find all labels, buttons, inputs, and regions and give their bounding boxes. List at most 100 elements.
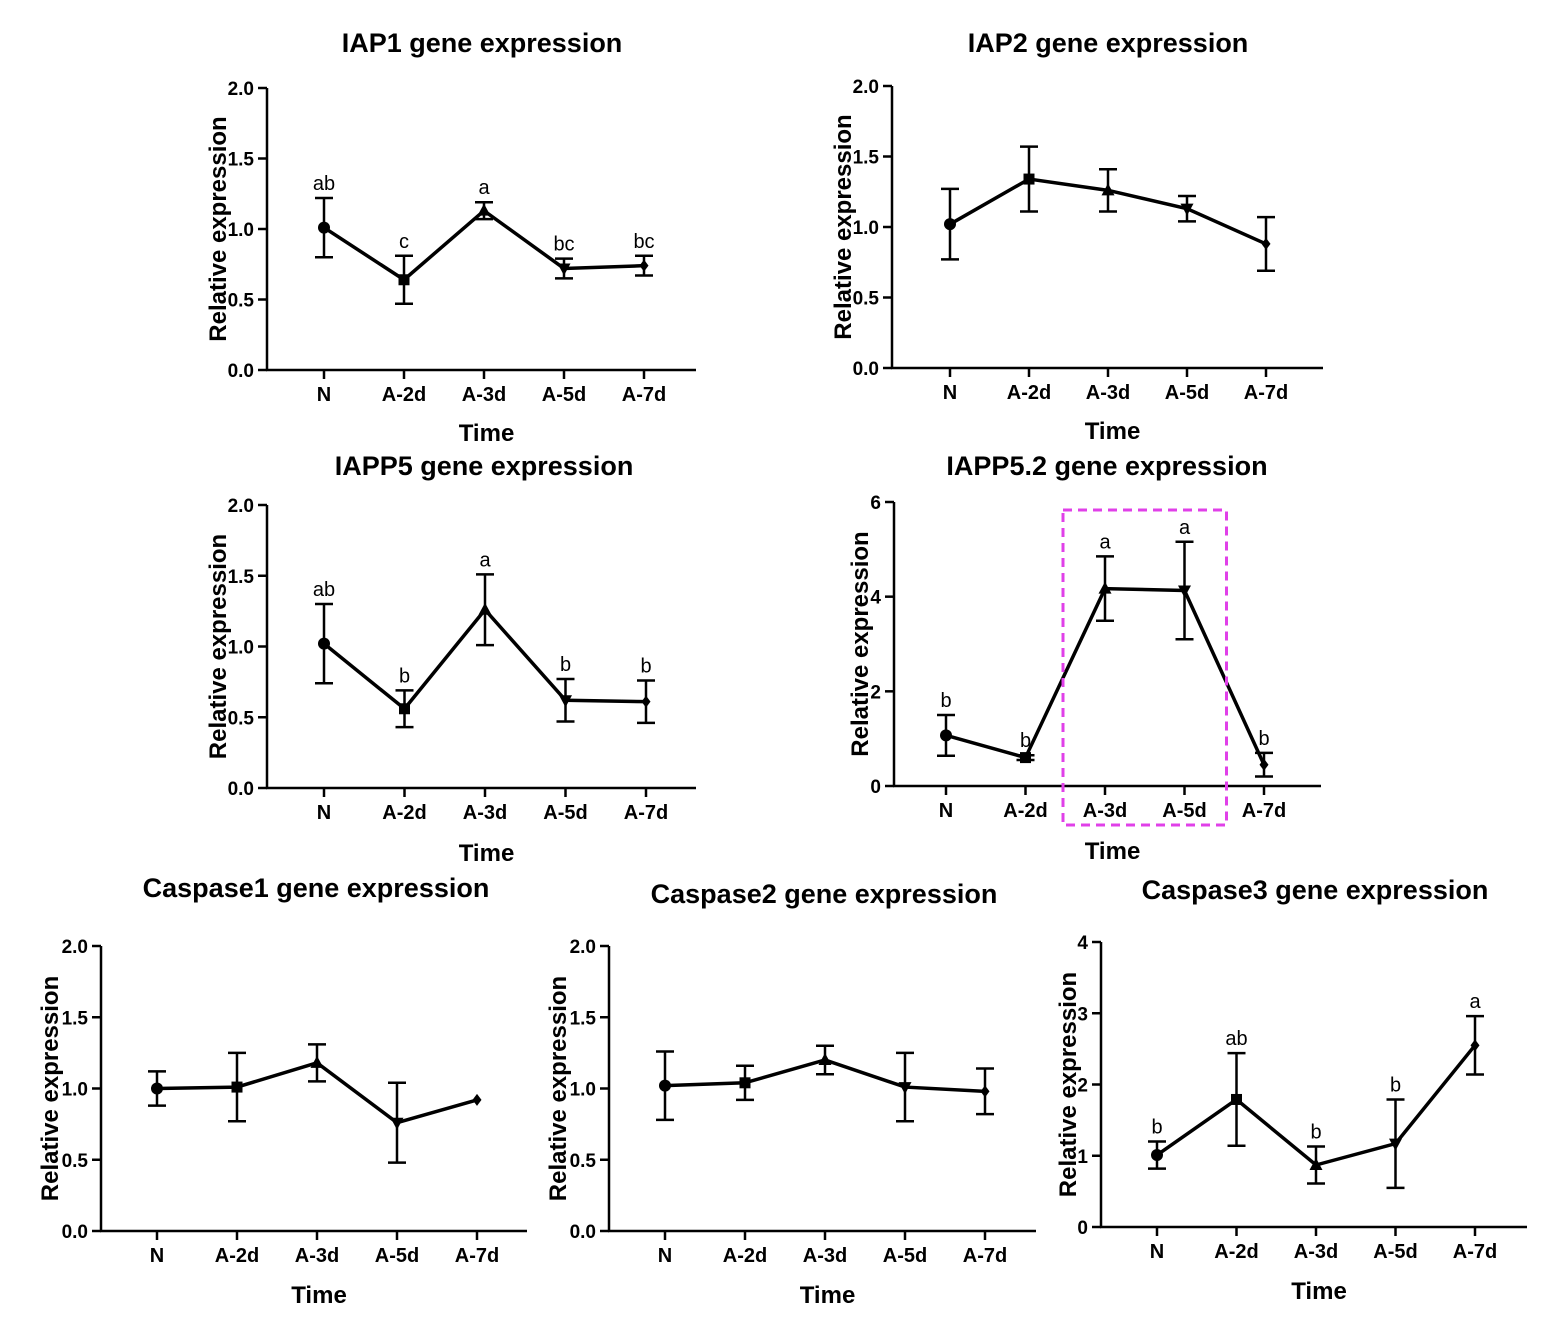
data-point bbox=[398, 274, 410, 286]
x-tick-label: A-2d bbox=[1003, 800, 1047, 822]
data-point bbox=[1101, 183, 1115, 196]
significance-label: a bbox=[1099, 531, 1111, 553]
significance-label: b bbox=[640, 655, 651, 677]
data-point bbox=[980, 1085, 990, 1098]
x-tick-label: A-7d bbox=[455, 1245, 499, 1267]
chart-7: Caspase3 gene expression Relative express… bbox=[1055, 875, 1527, 1305]
data-point bbox=[318, 221, 330, 234]
y-axis-label: Relative expression bbox=[545, 976, 572, 1201]
x-tick-label: A-3d bbox=[463, 802, 507, 824]
data-point bbox=[1180, 203, 1194, 216]
highlight-box bbox=[1061, 508, 1228, 827]
x-tick-label: A-5d bbox=[375, 1245, 419, 1267]
x-axis-label: Time bbox=[459, 840, 515, 867]
y-axis-label: Relative expression bbox=[205, 534, 232, 759]
y-tick-label: 0.5 bbox=[228, 708, 255, 729]
y-tick-label: 1 bbox=[1077, 1147, 1088, 1168]
x-tick-label: A-5d bbox=[543, 802, 587, 824]
significance-label: ab bbox=[313, 173, 335, 195]
x-tick-label: N bbox=[317, 802, 331, 824]
x-tick-label: A-5d bbox=[1162, 800, 1206, 822]
data-point bbox=[898, 1082, 912, 1095]
data-point bbox=[151, 1082, 163, 1095]
y-tick-label: 1.0 bbox=[62, 1080, 88, 1101]
y-tick-label: 0.5 bbox=[62, 1151, 89, 1172]
x-axis-label: Time bbox=[800, 1282, 856, 1309]
x-tick-label: N bbox=[943, 382, 957, 404]
y-tick-label: 1.5 bbox=[228, 150, 255, 171]
y-tick-label: 1.0 bbox=[228, 220, 254, 241]
x-tick-label: N bbox=[939, 800, 953, 822]
data-point bbox=[231, 1081, 243, 1093]
y-axis-label: Relative expression bbox=[1055, 972, 1082, 1197]
data-point bbox=[1470, 1039, 1480, 1052]
data-point bbox=[639, 259, 649, 272]
significance-label: b bbox=[940, 690, 951, 712]
significance-label: b bbox=[1310, 1121, 1321, 1143]
y-axis-label: Relative expression bbox=[830, 114, 857, 339]
chart-5: Caspase1 gene expression Relative express… bbox=[37, 873, 527, 1309]
y-tick-label: 2.0 bbox=[853, 77, 879, 98]
x-axis-label: Time bbox=[1085, 838, 1141, 865]
data-point bbox=[478, 602, 492, 615]
y-tick-label: 0.5 bbox=[853, 289, 880, 310]
x-tick-label: A-2d bbox=[215, 1245, 259, 1267]
x-tick-label: A-2d bbox=[382, 802, 426, 824]
chart-title: IAP2 gene expression bbox=[968, 28, 1249, 58]
x-tick-label: A-7d bbox=[1244, 382, 1288, 404]
data-point bbox=[1259, 758, 1269, 771]
data-point bbox=[1098, 581, 1112, 594]
y-tick-label: 1.5 bbox=[570, 1008, 597, 1029]
chart-6: Caspase2 gene expression Relative express… bbox=[545, 879, 1036, 1309]
significance-label: b bbox=[1258, 728, 1269, 750]
y-tick-label: 0.0 bbox=[228, 361, 254, 382]
significance-label: b bbox=[560, 654, 571, 676]
y-tick-label: 2.0 bbox=[570, 937, 596, 958]
x-tick-label: N bbox=[1150, 1241, 1164, 1263]
chart-title: Caspase1 gene expression bbox=[143, 873, 490, 903]
x-tick-label: A-7d bbox=[622, 384, 666, 406]
y-tick-label: 0.0 bbox=[62, 1222, 88, 1243]
chart-2: IAP2 gene expression Relative expression T… bbox=[830, 28, 1323, 445]
data-point bbox=[1389, 1138, 1402, 1151]
x-tick-label: A-3d bbox=[803, 1245, 847, 1267]
data-point bbox=[390, 1117, 404, 1130]
x-axis-label: Time bbox=[291, 1282, 347, 1309]
y-axis-label: Relative expression bbox=[205, 116, 232, 341]
y-tick-label: 0 bbox=[870, 777, 881, 798]
chart-3: IAPP5 gene expression Relative expression… bbox=[205, 451, 696, 867]
y-tick-label: 6 bbox=[870, 493, 881, 514]
y-tick-label: 2.0 bbox=[62, 937, 88, 958]
x-tick-label: A-7d bbox=[963, 1245, 1007, 1267]
y-axis-label: Relative expression bbox=[847, 531, 874, 756]
y-tick-label: 0.0 bbox=[228, 779, 254, 800]
significance-label: bc bbox=[553, 234, 574, 256]
data-point bbox=[641, 695, 651, 708]
data-point bbox=[659, 1079, 671, 1092]
x-tick-label: A-7d bbox=[624, 802, 668, 824]
y-tick-label: 0.5 bbox=[228, 291, 255, 312]
data-point bbox=[559, 695, 572, 708]
significance-label: ab bbox=[313, 579, 335, 601]
x-tick-label: A-2d bbox=[1214, 1241, 1258, 1263]
series-line bbox=[323, 208, 645, 282]
significance-label: a bbox=[479, 549, 491, 571]
data-point bbox=[1309, 1158, 1323, 1171]
x-tick-label: A-5d bbox=[1373, 1241, 1417, 1263]
y-tick-label: 1.0 bbox=[228, 638, 254, 659]
chart-title: IAPP5.2 gene expression bbox=[946, 451, 1267, 481]
y-tick-label: 4 bbox=[870, 588, 881, 609]
data-point bbox=[944, 218, 956, 231]
data-point bbox=[318, 637, 330, 650]
x-tick-label: A-3d bbox=[1083, 800, 1127, 822]
x-axis-label: Time bbox=[1291, 1278, 1347, 1305]
data-point bbox=[739, 1077, 751, 1089]
y-tick-label: 1.5 bbox=[228, 567, 255, 588]
significance-label: a bbox=[1469, 991, 1481, 1013]
data-point bbox=[1020, 752, 1031, 764]
chart-title: Caspase3 gene expression bbox=[1142, 875, 1489, 905]
y-tick-label: 4 bbox=[1077, 933, 1088, 954]
x-tick-label: A-7d bbox=[1453, 1241, 1497, 1263]
y-tick-label: 2 bbox=[1077, 1076, 1088, 1097]
